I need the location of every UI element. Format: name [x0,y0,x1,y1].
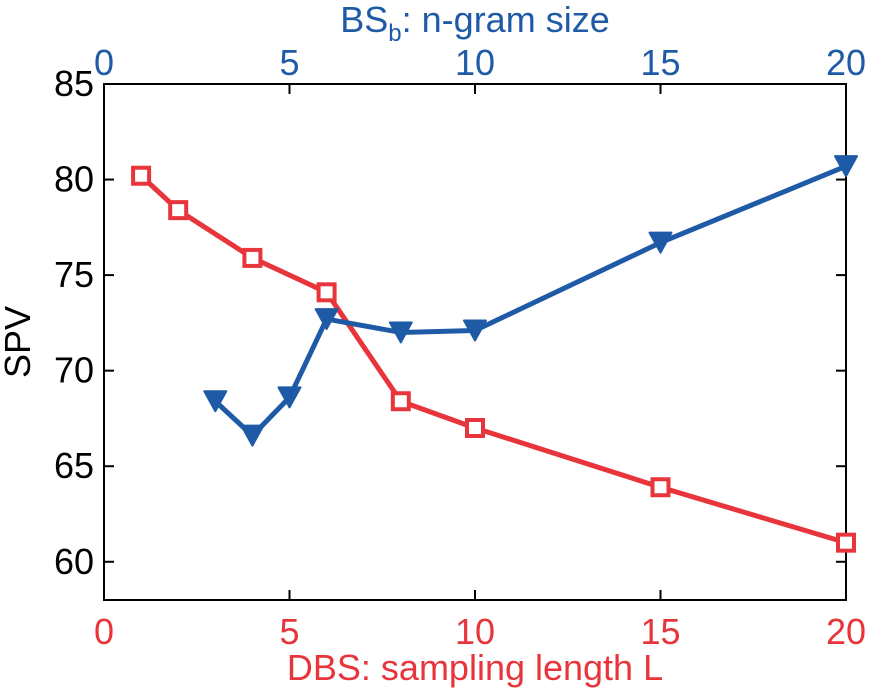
bottom-x-axis-ticks: 0 5 10 15 20 [94,590,866,652]
data-point-triangle [240,424,265,447]
data-point-triangle [834,155,858,178]
data-point-square [131,165,152,186]
top-x-axis-label-main: BS [340,0,388,40]
data-point-triangle [203,390,228,413]
series-top-axis [203,155,858,447]
y-tick-label: 70 [54,350,94,391]
y-tick-label: 75 [54,254,94,295]
y-axis-label: SPV [0,306,38,378]
data-point-triangle [648,231,673,254]
data-point-square [316,282,337,303]
top-x-tick-label: 20 [826,42,866,83]
bottom-x-tick-label: 15 [640,611,680,652]
top-x-axis-label-subscript: b [388,20,401,47]
bottom-x-tick-label: 20 [826,611,866,652]
data-point-square [650,477,671,498]
data-point-triangle [277,386,302,409]
plot-frame [103,83,847,601]
y-tick-label: 80 [54,159,94,200]
bottom-x-tick-label: 10 [455,611,495,652]
data-point-square [836,532,856,553]
top-x-tick-label: 10 [455,42,495,83]
bottom-x-axis-label: DBS: sampling length L [287,647,663,688]
top-x-axis-ticks: 0 5 10 15 20 [94,42,866,94]
y-tick-label: 65 [54,445,94,486]
series-line [138,173,849,546]
bottom-x-tick-label: 0 [94,611,114,652]
data-point-square [168,200,189,221]
y-tick-label: 60 [54,541,94,582]
data-point-square [242,247,263,268]
data-point-triangle [314,308,339,331]
top-x-axis-label-rest: : n-gram size [402,0,610,40]
y-tick-label: 85 [54,63,94,104]
data-point-triangle [388,321,413,344]
series-bottom-axis [131,165,856,553]
data-point-square [390,391,411,412]
top-x-tick-label: 5 [279,42,299,83]
bottom-x-tick-label: 5 [279,611,299,652]
data-point-triangle [463,319,487,342]
series-layer [131,155,858,553]
series-line [212,163,849,439]
y-axis-ticks: 60 65 70 75 80 85 [54,63,846,582]
top-x-axis-label: BSb: n-gram size [340,0,609,47]
top-x-tick-label: 0 [94,42,114,83]
data-point-square [465,418,485,438]
top-x-tick-label: 15 [640,42,680,83]
